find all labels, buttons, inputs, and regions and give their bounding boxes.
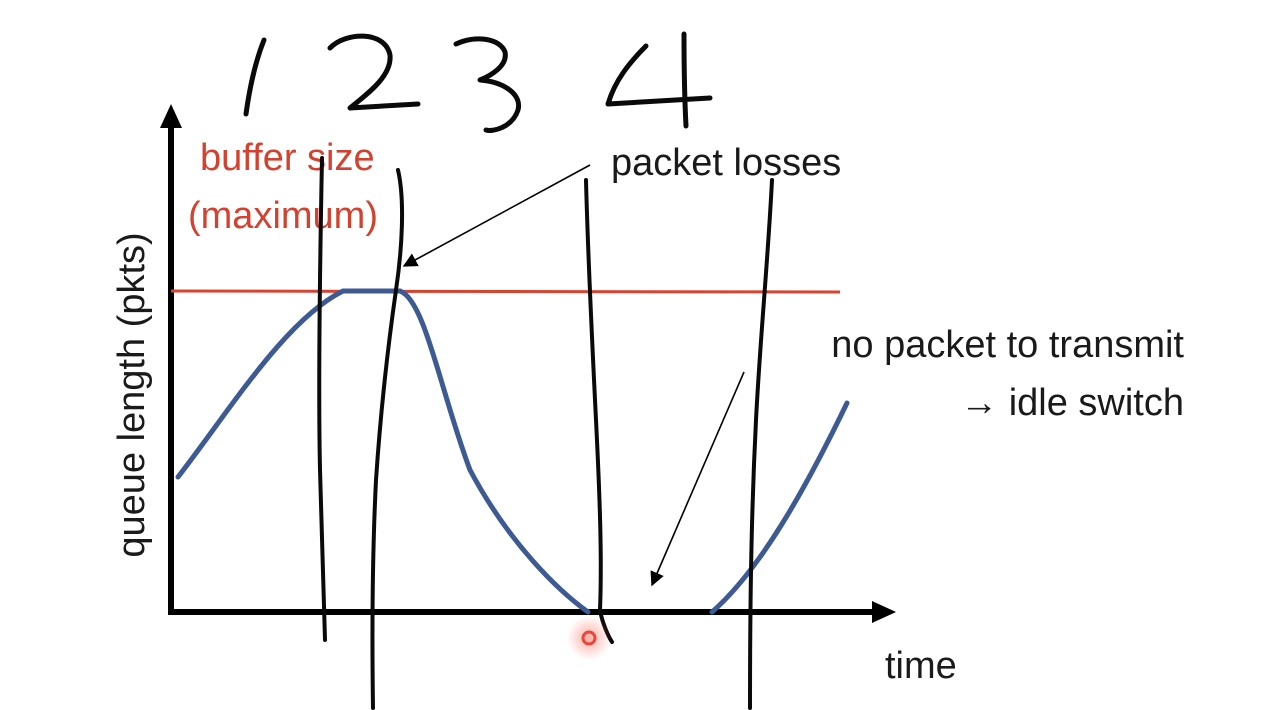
handwritten-divider-4 [748,178,774,710]
y-axis-label: queue length (pkts) [111,232,153,557]
buffer-size-label: buffer size [200,137,375,179]
buffer-size-line [170,289,841,294]
buffer-maximum-label: (maximum) [188,195,378,237]
y-axis-arrowhead [160,104,182,128]
x-axis-label: time [885,645,957,687]
handwritten-number-2 [327,33,421,111]
handwritten-divider-1 [317,156,327,642]
handwritten-number-4 [605,31,713,129]
x-axis-arrowhead [872,601,896,623]
idle-switch-label: → idle switch [960,382,1184,424]
handwritten-divider-2 [370,168,405,710]
handwritten-divider-3 [584,178,614,644]
no-packet-label: no packet to transmit [831,324,1184,366]
handwritten-number-1 [243,37,267,117]
handwritten-number-3 [453,36,522,133]
queue-length-curve-rise [709,400,850,615]
cursor-dot [567,616,611,660]
idle-switch-arrow [650,371,745,587]
packet-losses-label: packet losses [611,142,841,184]
queue-length-curve [175,288,591,615]
packet-losses-arrow [402,164,591,267]
